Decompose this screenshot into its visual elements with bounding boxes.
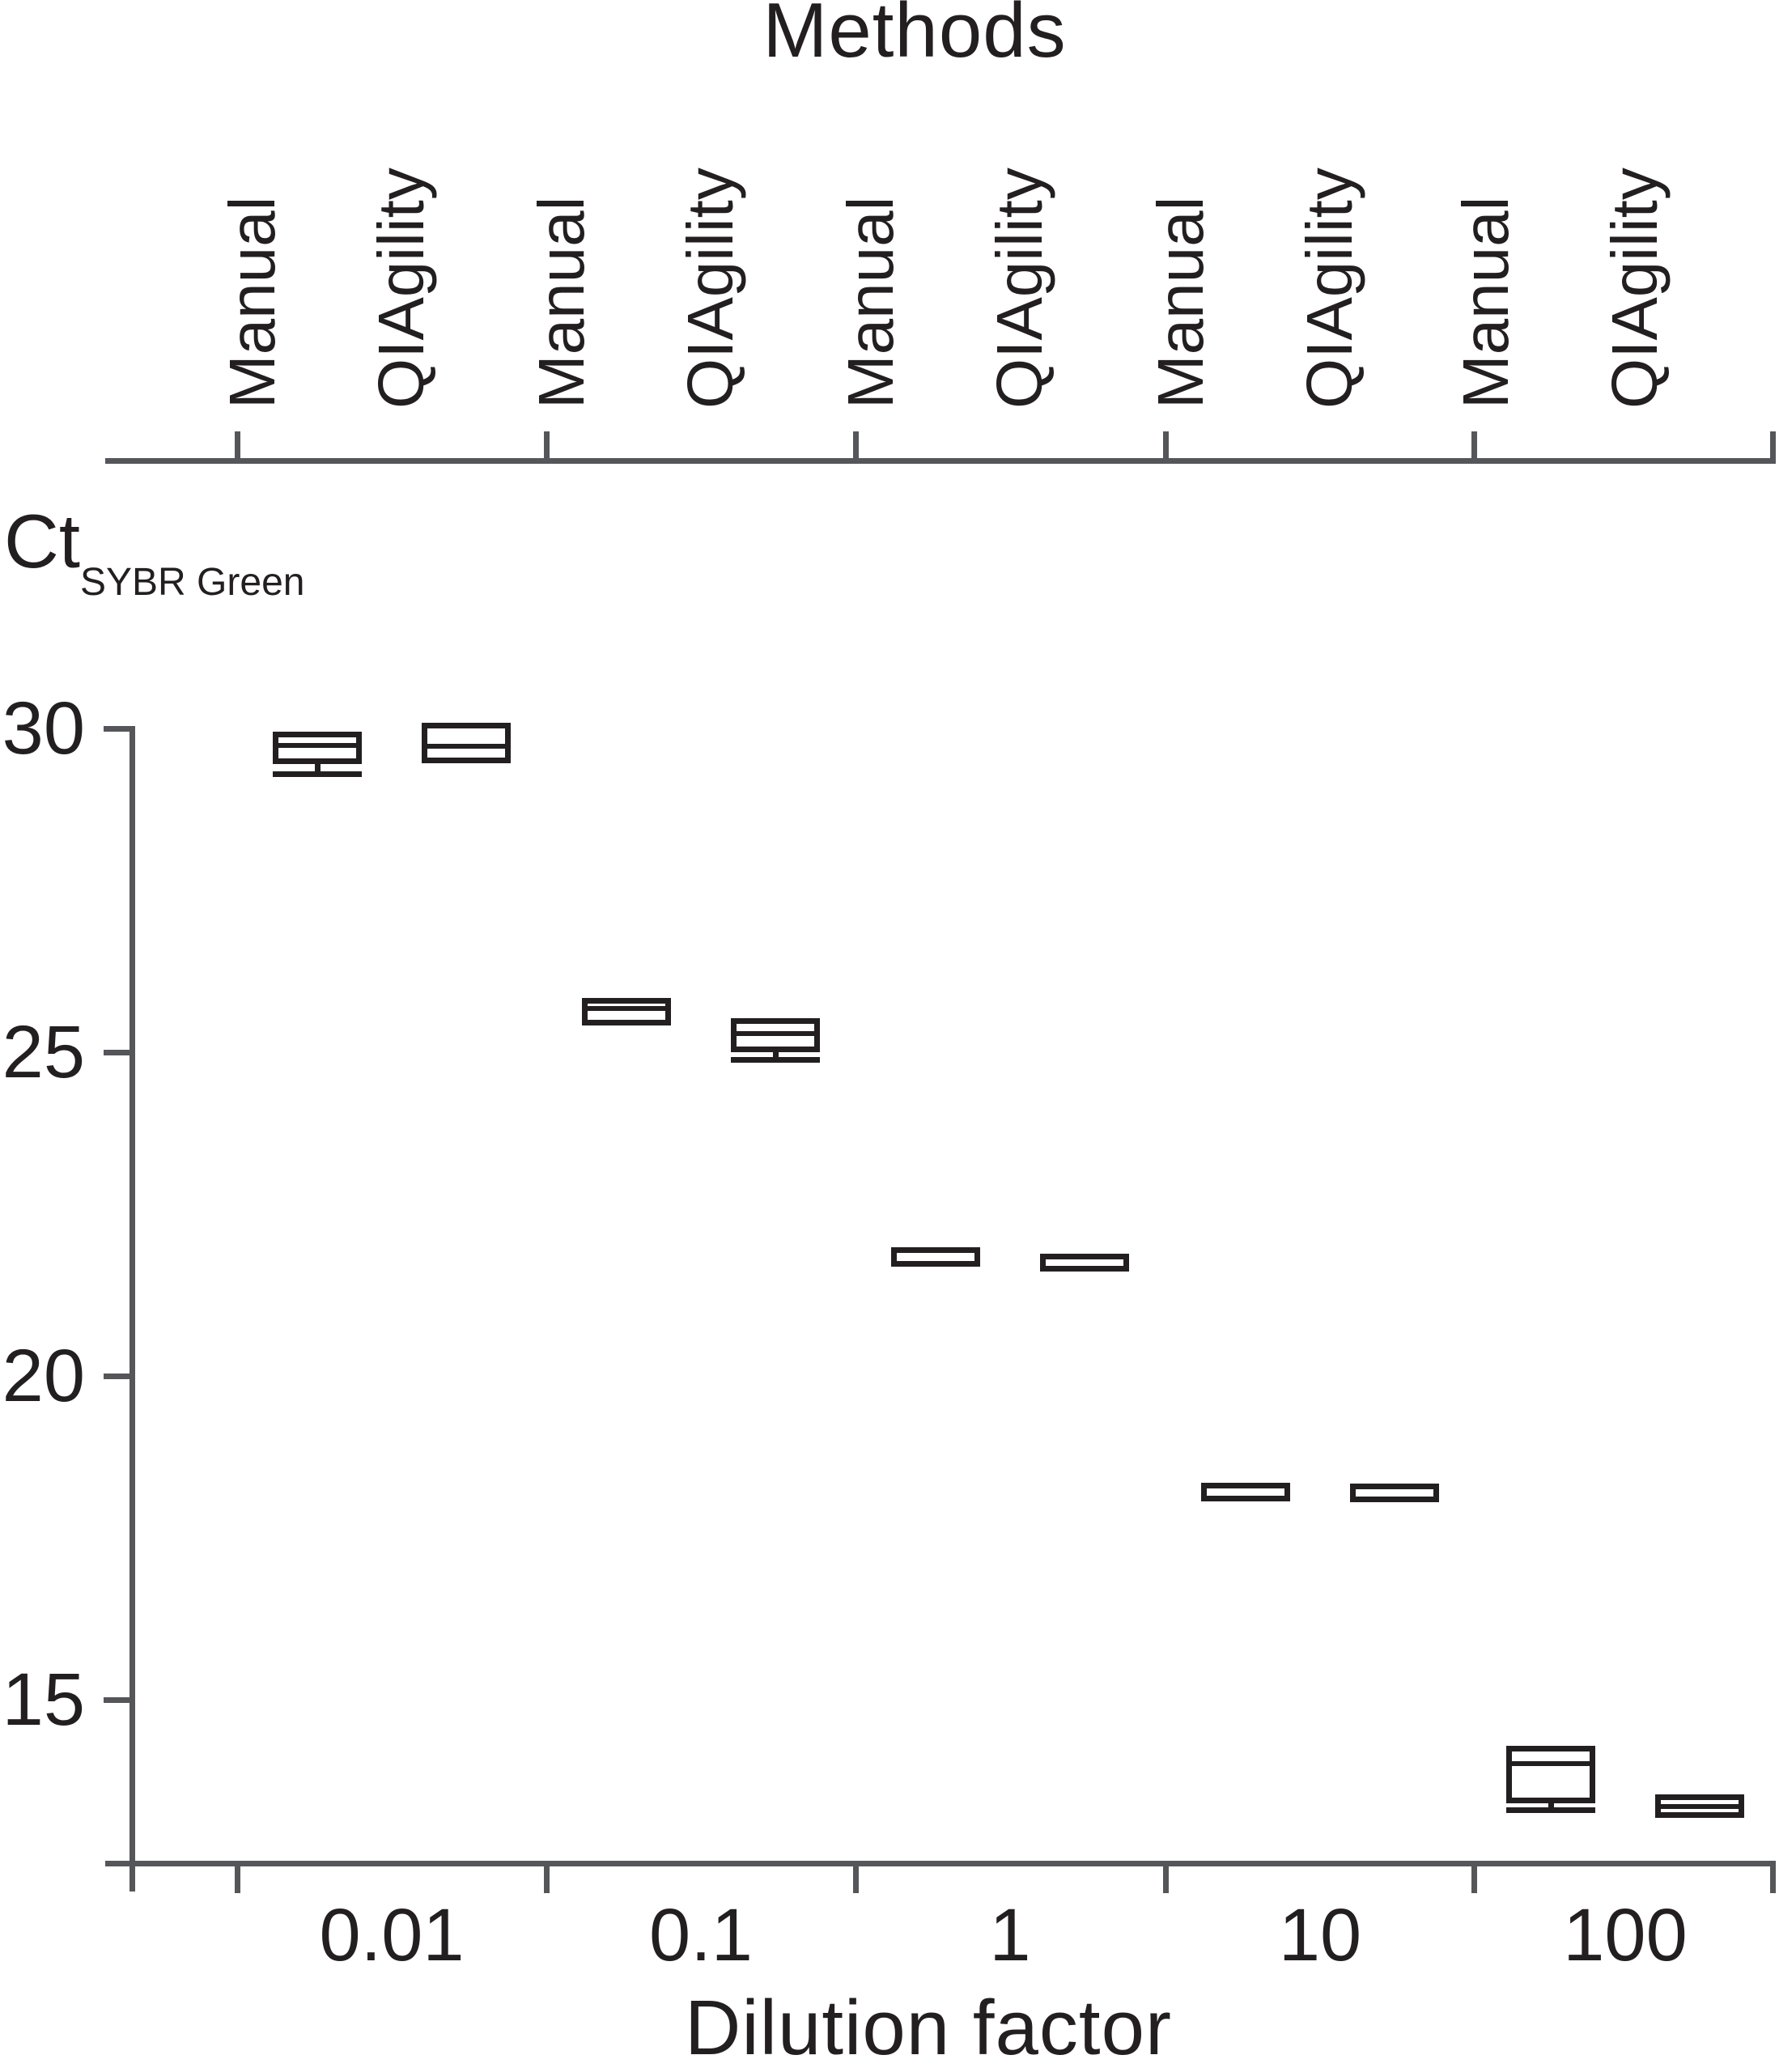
x-tick-label: 0.1 — [649, 1894, 753, 1976]
top-axis-tick — [1162, 431, 1169, 458]
box-100-manual — [1506, 1745, 1595, 1804]
method-label-qiagility: QIAgility — [1599, 168, 1671, 409]
method-label-qiagility: QIAgility — [983, 168, 1055, 409]
method-label-manual: Manual — [1450, 196, 1522, 409]
x-tick-label: 10 — [1278, 1894, 1362, 1976]
whisker-cap — [1506, 1807, 1595, 1814]
box-1-qiagility — [1040, 1253, 1129, 1272]
method-label-qiagility: QIAgility — [1293, 168, 1365, 409]
x-axis-title: Dilution factor — [685, 1985, 1172, 2071]
whisker-stem — [772, 1052, 779, 1058]
box-1-manual — [891, 1247, 980, 1267]
median-line — [1512, 1761, 1590, 1767]
method-label-qiagility: QIAgility — [674, 168, 746, 409]
top-axis-tick — [543, 431, 550, 458]
method-label-qiagility: QIAgility — [365, 168, 437, 409]
median-line — [278, 742, 356, 748]
median-line — [588, 1005, 665, 1011]
median-line — [427, 744, 505, 749]
median-line — [1661, 1804, 1739, 1809]
whisker-stem — [1548, 1803, 1554, 1808]
box-0.01-manual — [273, 731, 362, 765]
whisker-cap — [731, 1057, 820, 1064]
y-tick — [104, 1049, 135, 1055]
bottom-axis-tick — [852, 1866, 859, 1893]
method-label-manual: Manual — [1144, 196, 1216, 409]
y-axis-line — [129, 727, 135, 1892]
chart-title: Methods — [762, 0, 1067, 74]
y-tick — [104, 725, 135, 732]
y-tick-label: 30 — [2, 687, 85, 770]
bottom-axis-tick — [1770, 1866, 1776, 1893]
y-tick-label: 20 — [2, 1335, 85, 1417]
whisker-cap — [273, 771, 362, 778]
bottom-axis-tick — [234, 1866, 240, 1893]
top-axis-tick — [1770, 431, 1776, 458]
bottom-axis-tick — [543, 1866, 550, 1893]
y-tick — [104, 1696, 135, 1703]
bottom-axis-tick — [1162, 1866, 1169, 1893]
median-line — [737, 1030, 814, 1036]
x-tick-label: 0.01 — [319, 1894, 465, 1976]
y-axis-label: CtSYBR Green — [4, 503, 304, 602]
method-label-manual: Manual — [525, 196, 597, 409]
method-label-manual: Manual — [834, 196, 906, 409]
box-0.1-manual — [582, 998, 671, 1025]
box-10-qiagility — [1350, 1483, 1439, 1502]
y-tick-label: 25 — [2, 1011, 85, 1093]
box-10-manual — [1201, 1482, 1290, 1502]
bottom-axis-tick — [1471, 1866, 1477, 1893]
top-axis-line — [105, 458, 1776, 464]
y-axis-label-subscript: SYBR Green — [80, 561, 305, 604]
x-tick-label: 100 — [1563, 1894, 1688, 1976]
y-tick-label: 15 — [2, 1658, 85, 1741]
top-axis-tick — [1471, 431, 1477, 458]
method-label-manual: Manual — [216, 196, 288, 409]
whisker-stem — [314, 764, 321, 772]
bottom-axis-line — [105, 1861, 1776, 1866]
top-axis-tick — [852, 431, 859, 458]
top-axis-tick — [234, 431, 240, 458]
y-axis-label-main: Ct — [4, 499, 80, 584]
box-0.01-qiagility — [422, 723, 511, 764]
x-tick-label: 1 — [989, 1894, 1031, 1976]
y-tick — [104, 1373, 135, 1379]
